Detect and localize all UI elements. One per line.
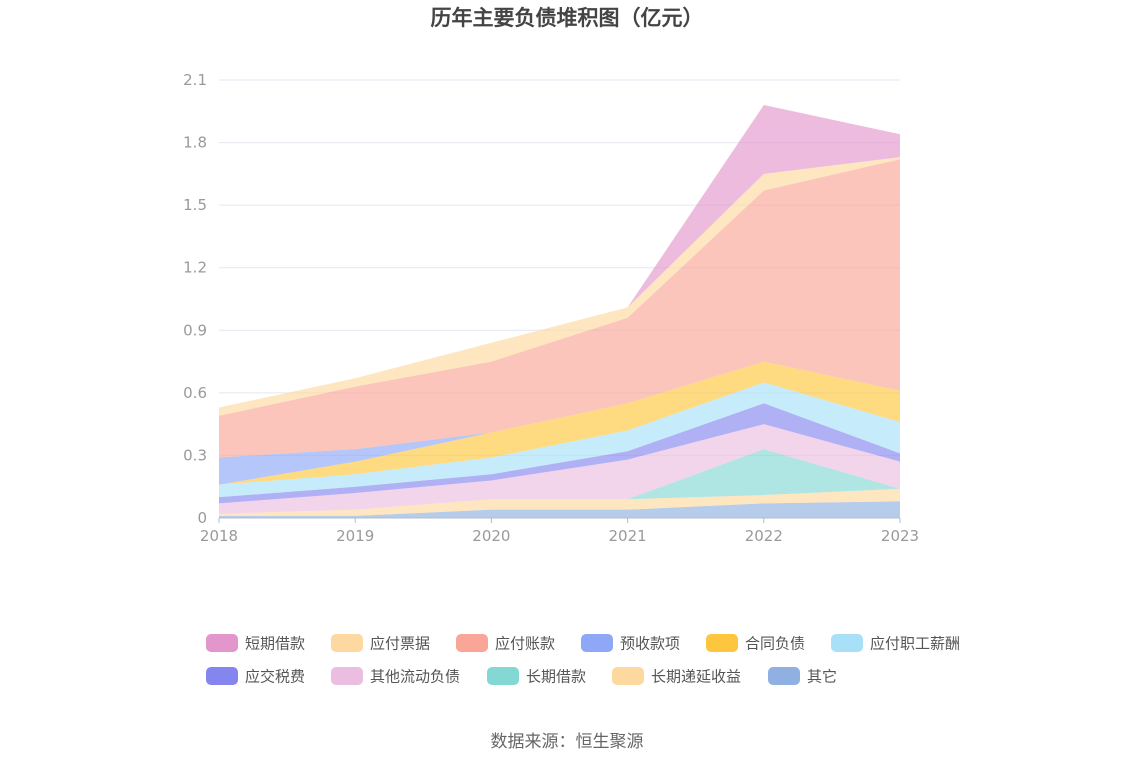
- legend-label: 长期借款: [526, 668, 586, 686]
- area-series: [219, 403, 900, 504]
- y-tick-label: 0.6: [183, 384, 207, 402]
- legend-label: 长期递延收益: [651, 668, 741, 686]
- x-axis: 2018 2019 2020 2021 2022 2023: [200, 517, 919, 545]
- area-series: [219, 157, 900, 416]
- area-series: [219, 424, 900, 514]
- legend-swatch: [206, 634, 238, 652]
- y-tick-label: 2.1: [183, 71, 207, 89]
- area-series: [219, 501, 900, 518]
- x-tick-label: 2018: [200, 527, 238, 545]
- legend-swatch: [768, 667, 800, 685]
- x-tick-label: 2022: [745, 527, 783, 545]
- series-areas: [219, 105, 900, 518]
- legend-swatch: [456, 634, 488, 652]
- y-tick-label: 0: [197, 509, 207, 527]
- legend-item[interactable]: 长期借款: [487, 667, 586, 686]
- legend-item[interactable]: 应交税费: [206, 667, 305, 686]
- y-tick-label: 1.8: [183, 134, 207, 152]
- legend-label: 合同负债: [745, 635, 805, 653]
- area-series: [219, 159, 900, 458]
- area-series: [219, 105, 900, 408]
- legend-swatch: [612, 667, 644, 685]
- legend-item[interactable]: 其它: [768, 667, 837, 686]
- legend-label: 应付票据: [370, 635, 430, 653]
- x-tick-label: 2019: [336, 527, 374, 545]
- legend-label: 预收款项: [620, 635, 680, 653]
- legend-item[interactable]: 应付账款: [456, 634, 555, 653]
- y-tick-label: 1.2: [183, 259, 207, 277]
- data-source: 数据来源：恒生聚源: [491, 732, 644, 752]
- legend-item[interactable]: 应付职工薪酬: [831, 634, 960, 653]
- legend-swatch: [487, 667, 519, 685]
- legend-label: 短期借款: [245, 635, 305, 653]
- area-series: [219, 382, 900, 498]
- y-tick-label: 0.9: [183, 321, 207, 339]
- area-series: [219, 449, 900, 514]
- legend-swatch: [331, 634, 363, 652]
- y-axis-ticks: 0 0.3 0.6 0.9 1.2 1.5 1.8 2.1: [183, 71, 207, 527]
- legend-swatch: [331, 667, 363, 685]
- x-tick-label: 2020: [472, 527, 510, 545]
- legend-label: 应付职工薪酬: [870, 635, 960, 653]
- legend-label: 其它: [807, 668, 837, 686]
- x-tick-label: 2023: [881, 527, 919, 545]
- legend-swatch: [581, 634, 613, 652]
- area-series: [219, 361, 900, 485]
- area-series: [219, 361, 900, 485]
- legend-label: 其他流动负债: [370, 668, 460, 686]
- legend-label: 应付账款: [495, 635, 555, 653]
- legend-item[interactable]: 短期借款: [206, 634, 305, 653]
- legend-item[interactable]: 其他流动负债: [331, 667, 460, 686]
- legend-item[interactable]: 合同负债: [706, 634, 805, 653]
- chart-title: 历年主要负债堆积图（亿元）: [431, 6, 704, 30]
- legend-item[interactable]: 预收款项: [581, 634, 680, 653]
- y-tick-label: 1.5: [183, 196, 207, 214]
- area-series: [219, 488, 900, 516]
- y-tick-label: 0.3: [183, 446, 207, 464]
- legend-swatch: [831, 634, 863, 652]
- legend-item[interactable]: 应付票据: [331, 634, 430, 653]
- legend-swatch: [706, 634, 738, 652]
- legend-item[interactable]: 长期递延收益: [612, 667, 741, 686]
- legend-label: 应交税费: [245, 668, 305, 686]
- legend-swatch: [206, 667, 238, 685]
- x-tick-label: 2021: [609, 527, 647, 545]
